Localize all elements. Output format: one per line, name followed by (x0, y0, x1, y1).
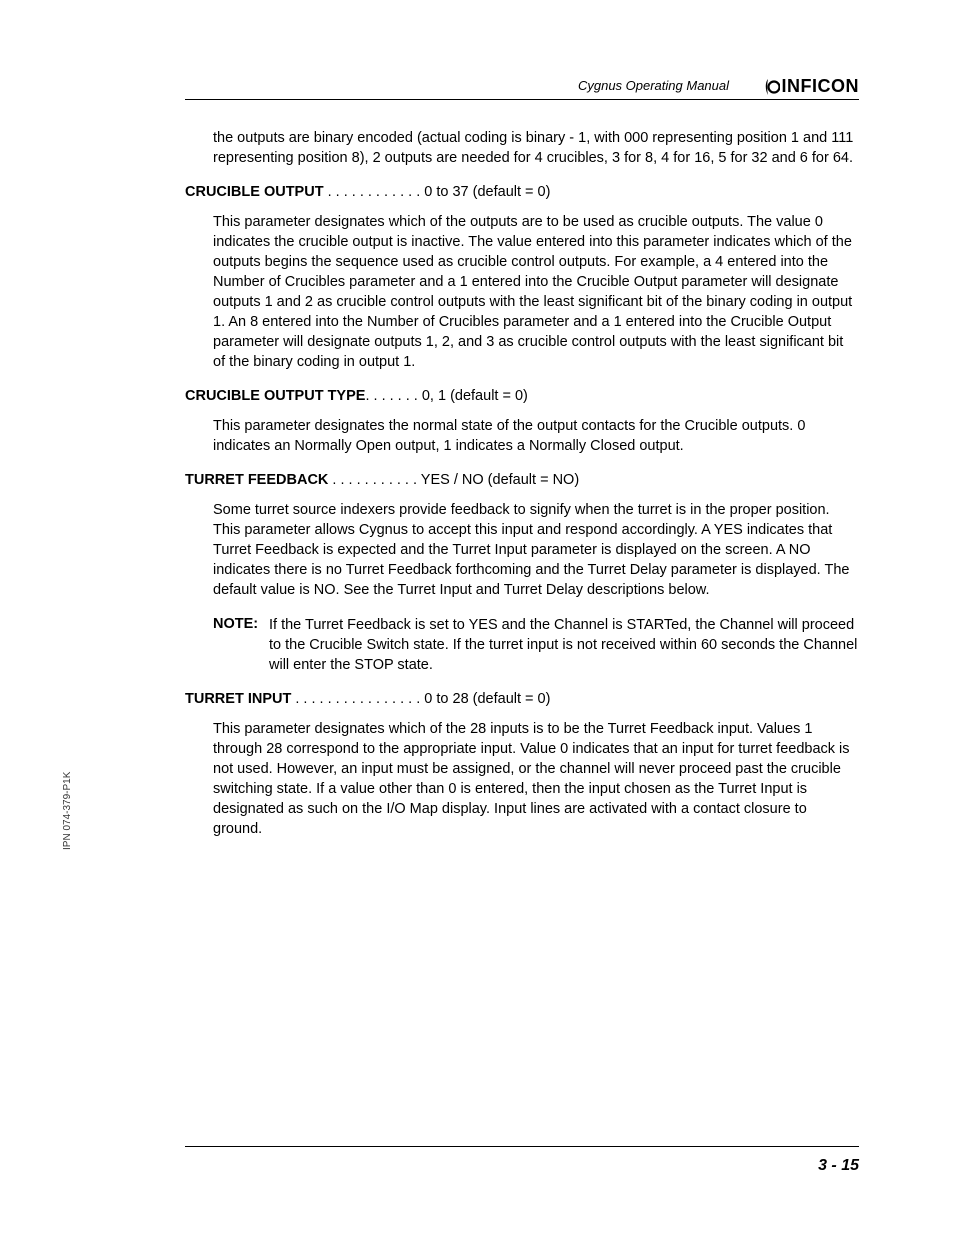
brand-text: INFICON (782, 76, 860, 97)
param-crucible-output-desc: This parameter designates which of the o… (185, 212, 859, 372)
param-crucible-output-type-heading: CRUCIBLE OUTPUT TYPE. . . . . . . 0, 1 (… (185, 386, 859, 406)
side-ipn-label: IPN 074-379-P1K (62, 772, 73, 850)
intro-paragraph: the outputs are binary encoded (actual c… (185, 128, 859, 168)
param-dots: . . . . . . . (365, 388, 421, 404)
manual-title: Cygnus Operating Manual (578, 78, 729, 93)
param-name: TURRET INPUT (185, 691, 291, 707)
brand-logo: INFICON (764, 76, 860, 97)
note-body: If the Turret Feedback is set to YES and… (213, 615, 859, 675)
param-name: CRUCIBLE OUTPUT (185, 184, 324, 200)
inficon-icon (764, 77, 780, 97)
page-body: the outputs are binary encoded (actual c… (185, 100, 859, 839)
param-dots: . . . . . . . . . . . (328, 472, 420, 488)
param-range: YES / NO (default = NO) (421, 472, 579, 488)
param-range: 0 to 28 (default = 0) (424, 691, 550, 707)
page-header: Cygnus Operating Manual INFICON (185, 60, 859, 100)
param-dots: . . . . . . . . . . . . (324, 184, 425, 200)
param-turret-feedback-desc: Some turret source indexers provide feed… (185, 500, 859, 600)
page-number: 3 - 15 (818, 1157, 859, 1174)
page: IPN 074-379-P1K Cygnus Operating Manual … (0, 0, 954, 1235)
note-label: NOTE: (213, 616, 258, 632)
param-dots: . . . . . . . . . . . . . . . . (291, 691, 424, 707)
param-name: CRUCIBLE OUTPUT TYPE (185, 388, 365, 404)
param-crucible-output-type-desc: This parameter designates the normal sta… (185, 416, 859, 456)
param-crucible-output-heading: CRUCIBLE OUTPUT . . . . . . . . . . . . … (185, 182, 859, 202)
turret-feedback-note: NOTE: If the Turret Feedback is set to Y… (185, 614, 859, 675)
page-footer: 3 - 15 (185, 1146, 859, 1175)
param-range: 0 to 37 (default = 0) (424, 184, 550, 200)
param-turret-input-desc: This parameter designates which of the 2… (185, 719, 859, 839)
param-name: TURRET FEEDBACK (185, 472, 328, 488)
param-turret-input-heading: TURRET INPUT . . . . . . . . . . . . . .… (185, 689, 859, 709)
param-turret-feedback-heading: TURRET FEEDBACK . . . . . . . . . . . YE… (185, 470, 859, 490)
param-range: 0, 1 (default = 0) (422, 388, 528, 404)
